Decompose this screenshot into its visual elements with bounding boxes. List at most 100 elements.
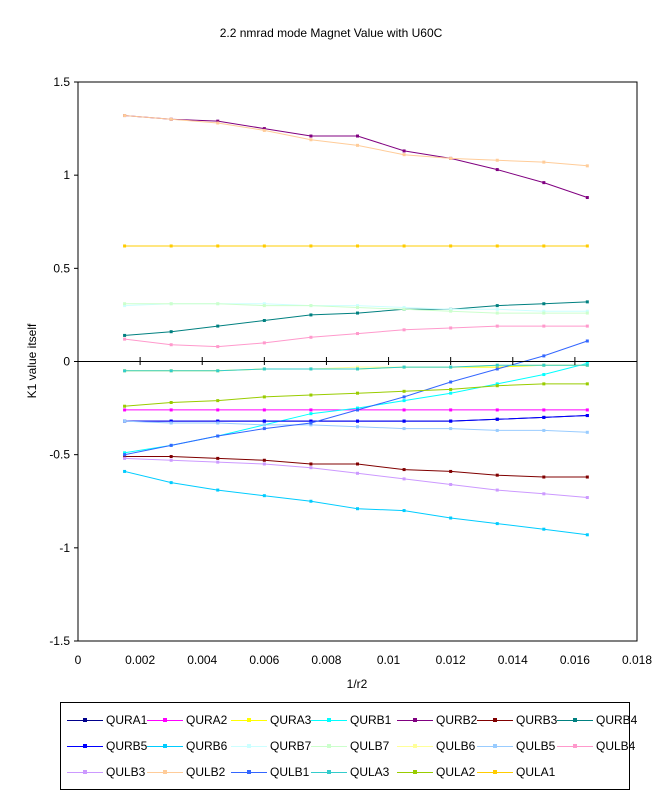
data-point bbox=[169, 408, 173, 412]
data-point bbox=[402, 244, 406, 248]
data-point bbox=[309, 138, 313, 142]
series-qulb3 bbox=[123, 456, 589, 500]
data-point bbox=[542, 160, 546, 164]
data-point bbox=[585, 496, 589, 500]
legend-label: QURB5 bbox=[106, 739, 148, 753]
data-point bbox=[262, 341, 266, 345]
data-point bbox=[123, 337, 127, 341]
x-tick-label: 0 bbox=[75, 653, 82, 667]
data-point bbox=[402, 153, 406, 157]
data-point bbox=[262, 462, 266, 466]
data-point bbox=[542, 302, 546, 306]
legend-swatch bbox=[231, 739, 267, 753]
data-point bbox=[542, 311, 546, 315]
data-point bbox=[262, 458, 266, 462]
legend-swatch bbox=[67, 765, 103, 779]
data-point bbox=[495, 244, 499, 248]
legend-swatch bbox=[557, 739, 593, 753]
y-tick-label: 0.5 bbox=[53, 261, 70, 275]
x-tick-label: 0.006 bbox=[249, 653, 279, 667]
data-point bbox=[356, 367, 359, 371]
data-point bbox=[356, 408, 359, 412]
data-point bbox=[309, 499, 313, 503]
data-point bbox=[585, 244, 589, 248]
data-point bbox=[123, 302, 127, 306]
data-point bbox=[216, 408, 220, 412]
data-point bbox=[542, 363, 546, 367]
data-point bbox=[402, 399, 406, 403]
data-point bbox=[356, 332, 359, 336]
legend-item: QURB3 bbox=[477, 713, 557, 727]
data-point bbox=[309, 421, 313, 425]
legend-item: QULA2 bbox=[397, 765, 475, 779]
x-tick-label: 0.018 bbox=[622, 653, 652, 667]
data-point bbox=[262, 427, 266, 431]
data-point bbox=[216, 119, 220, 123]
data-point bbox=[309, 134, 313, 138]
legend-label: QURB4 bbox=[596, 713, 638, 727]
data-point bbox=[262, 319, 266, 323]
data-point bbox=[402, 509, 406, 513]
data-point bbox=[585, 414, 589, 418]
data-point bbox=[123, 456, 127, 460]
legend-item: QULA3 bbox=[311, 765, 389, 779]
data-point bbox=[262, 127, 266, 131]
data-point bbox=[262, 423, 266, 427]
legend-swatch bbox=[147, 765, 183, 779]
legend-label: QURB2 bbox=[436, 713, 478, 727]
data-point bbox=[495, 311, 499, 315]
data-point bbox=[356, 391, 359, 395]
data-point bbox=[402, 427, 406, 431]
data-point bbox=[309, 367, 313, 371]
data-point bbox=[309, 423, 313, 427]
data-point bbox=[449, 419, 453, 423]
legend-swatch bbox=[397, 739, 433, 753]
x-tick-label: 0.014 bbox=[498, 653, 528, 667]
legend-label: QURB1 bbox=[350, 713, 392, 727]
legend-item: QULB5 bbox=[477, 739, 555, 753]
data-point bbox=[495, 384, 499, 388]
data-point bbox=[356, 244, 359, 248]
legend-swatch bbox=[67, 713, 103, 727]
data-point bbox=[309, 408, 313, 412]
legend-item: QURB2 bbox=[397, 713, 477, 727]
data-point bbox=[495, 473, 499, 477]
data-point bbox=[542, 373, 546, 377]
data-point bbox=[449, 408, 453, 412]
data-point bbox=[585, 361, 589, 365]
data-point bbox=[262, 302, 266, 306]
data-point bbox=[542, 408, 546, 412]
data-point bbox=[169, 481, 173, 485]
data-point bbox=[585, 382, 589, 386]
series-qurb5 bbox=[123, 414, 589, 423]
y-tick-label: 1.5 bbox=[53, 75, 70, 89]
data-point bbox=[449, 482, 453, 486]
data-point bbox=[356, 305, 359, 309]
data-point bbox=[402, 395, 406, 399]
data-point bbox=[449, 307, 453, 311]
data-point bbox=[356, 507, 359, 511]
data-point bbox=[495, 363, 499, 367]
data-point bbox=[169, 455, 173, 459]
data-point bbox=[449, 469, 453, 473]
data-point bbox=[309, 313, 313, 317]
data-point bbox=[542, 324, 546, 328]
data-point bbox=[585, 196, 589, 200]
data-point bbox=[262, 494, 266, 498]
data-point bbox=[169, 244, 173, 248]
data-point bbox=[309, 393, 313, 397]
data-point bbox=[309, 412, 313, 416]
series-qula3 bbox=[123, 363, 589, 373]
data-point bbox=[542, 492, 546, 496]
legend-item: QURB5 bbox=[67, 739, 147, 753]
data-point bbox=[216, 324, 220, 328]
data-point bbox=[542, 415, 546, 419]
legend-label: QULB4 bbox=[596, 739, 636, 753]
legend-label: QURA3 bbox=[270, 713, 312, 727]
x-axis-ticks: 0 0.002 0.004 0.006 0.008 0.01 0.012 0.014 0.016… bbox=[75, 357, 652, 667]
data-point bbox=[585, 324, 589, 328]
data-point bbox=[449, 516, 453, 520]
data-point bbox=[449, 391, 453, 395]
data-point bbox=[216, 399, 220, 403]
